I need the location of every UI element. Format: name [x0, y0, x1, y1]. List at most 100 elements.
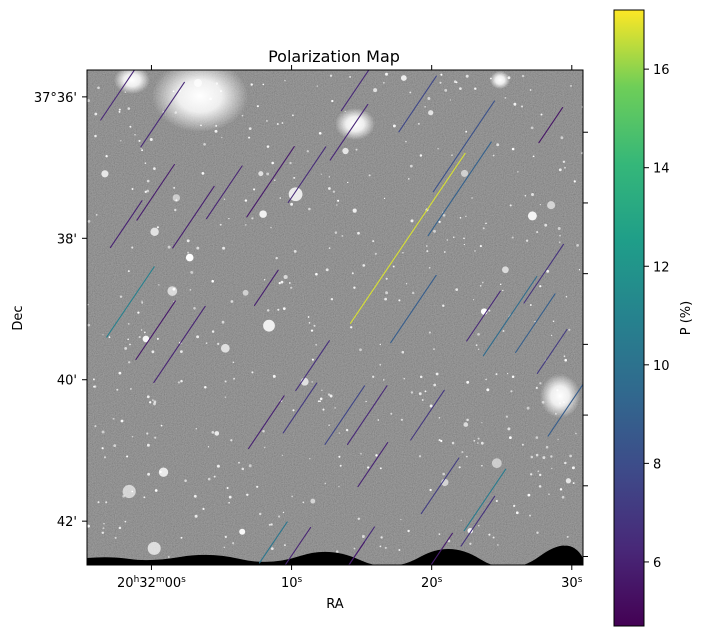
polarization-vector: [287, 146, 327, 204]
star: [256, 105, 259, 108]
star: [308, 207, 311, 211]
star: [372, 375, 375, 378]
x-tick-label-number: 10: [281, 576, 298, 591]
star: [328, 187, 331, 190]
star: [473, 439, 476, 442]
star: [566, 535, 569, 538]
star: [201, 172, 205, 175]
star: [361, 535, 365, 538]
star: [279, 197, 282, 199]
star: [558, 241, 561, 244]
polarization-vector: [140, 81, 185, 148]
star: [365, 400, 367, 403]
star: [112, 417, 115, 420]
star: [367, 466, 370, 469]
star: [574, 432, 577, 435]
star: [329, 394, 333, 398]
star: [230, 300, 234, 303]
star: [207, 446, 210, 448]
star: [410, 391, 414, 394]
star: [177, 381, 180, 384]
colorbar-tick-label: 12: [653, 260, 670, 275]
star: [154, 489, 158, 492]
star: [317, 400, 320, 403]
star: [293, 176, 296, 179]
bright-star-glow: [114, 70, 150, 94]
star: [319, 400, 321, 403]
star: [131, 490, 134, 493]
star: [180, 536, 183, 539]
star: [451, 154, 453, 156]
star: [142, 335, 150, 343]
star: [280, 280, 284, 284]
star: [418, 123, 420, 125]
star: [504, 97, 507, 99]
star: [383, 379, 385, 381]
star: [562, 160, 566, 164]
star: [339, 464, 342, 467]
star: [564, 461, 567, 465]
bright-star-glow: [152, 70, 248, 132]
star: [521, 105, 523, 108]
star: [266, 145, 270, 148]
polarization-vector: [460, 495, 496, 547]
star: [529, 304, 532, 306]
star: [411, 291, 415, 295]
star: [146, 443, 150, 447]
star: [429, 404, 433, 408]
star: [392, 265, 395, 268]
star: [224, 535, 227, 539]
polarization-vector: [106, 266, 155, 338]
star: [335, 550, 339, 553]
star: [230, 439, 233, 442]
star: [244, 199, 248, 202]
star: [248, 464, 252, 468]
star: [334, 407, 336, 409]
polarization-vector: [284, 526, 312, 565]
star: [167, 556, 170, 558]
star: [509, 204, 512, 207]
star: [488, 309, 491, 312]
polarization-vector: [466, 290, 501, 342]
star: [558, 168, 562, 172]
star: [270, 547, 274, 550]
star: [345, 428, 349, 432]
star: [277, 515, 281, 518]
star: [126, 455, 129, 458]
star: [460, 519, 462, 522]
star: [485, 222, 487, 225]
star: [167, 245, 171, 249]
star: [292, 409, 295, 412]
polarization-vector: [109, 200, 143, 249]
star: [374, 252, 377, 255]
star: [311, 358, 314, 361]
x-tick-label-number: 20: [421, 576, 438, 591]
star: [258, 512, 262, 516]
star: [480, 441, 484, 445]
star: [419, 154, 423, 157]
star: [220, 343, 230, 353]
star: [481, 281, 484, 284]
star: [239, 528, 246, 535]
star: [204, 386, 207, 389]
star: [265, 119, 268, 122]
star: [550, 334, 553, 337]
star: [342, 147, 349, 155]
star: [460, 169, 469, 177]
star: [539, 382, 542, 385]
star: [463, 243, 466, 246]
star: [124, 346, 128, 350]
star: [92, 378, 95, 381]
star: [248, 127, 252, 130]
star: [202, 507, 205, 510]
star: [127, 338, 130, 341]
y-tick-label: 37°36': [34, 91, 77, 106]
star: [507, 427, 511, 431]
plot-frame: [86, 69, 584, 566]
star: [94, 425, 97, 428]
star: [491, 458, 502, 469]
star: [479, 285, 482, 287]
star: [278, 282, 281, 285]
star: [465, 130, 468, 133]
star: [382, 81, 385, 84]
